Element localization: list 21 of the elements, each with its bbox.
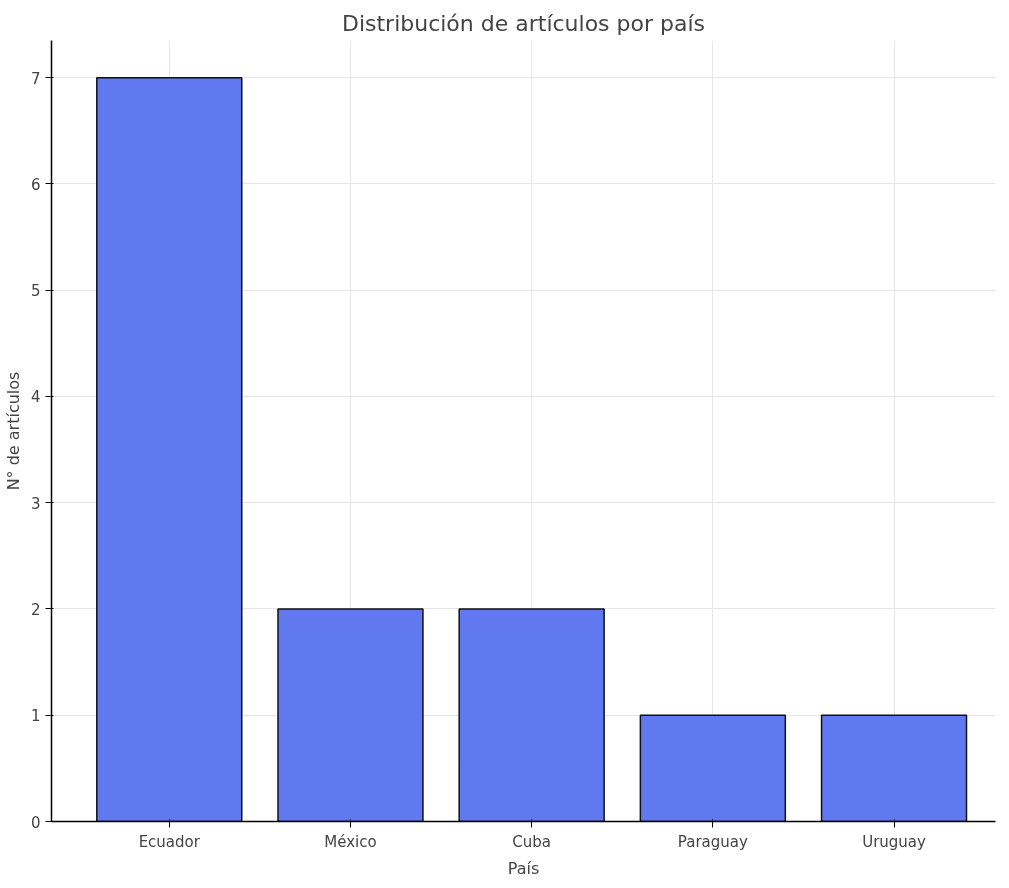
bar	[458, 608, 605, 822]
x-axis-title: País	[507, 858, 540, 878]
y-tick-label: 6	[30, 175, 41, 194]
bar	[277, 608, 424, 822]
bar	[639, 714, 787, 822]
x-tick-label: Cuba	[512, 832, 552, 851]
x-tick-label: México	[324, 832, 377, 851]
y-tick-label: 5	[30, 282, 41, 301]
y-tick-label: 7	[30, 69, 41, 88]
chart-title: Distribución de artículos por país	[341, 10, 706, 36]
x-tick-label: Ecuador	[138, 832, 201, 851]
y-tick-label: 1	[30, 707, 41, 726]
x-tick-label: Paraguay	[677, 832, 748, 851]
y-tick-label: 3	[30, 494, 41, 513]
bar	[96, 76, 243, 822]
y-tick-label: 0	[30, 813, 41, 832]
y-axis-title: N° de artículos	[3, 371, 23, 491]
bar	[820, 714, 968, 822]
y-tick-label: 4	[30, 388, 41, 407]
y-tick-label: 2	[30, 600, 41, 619]
x-tick-label: Uruguay	[862, 832, 927, 851]
